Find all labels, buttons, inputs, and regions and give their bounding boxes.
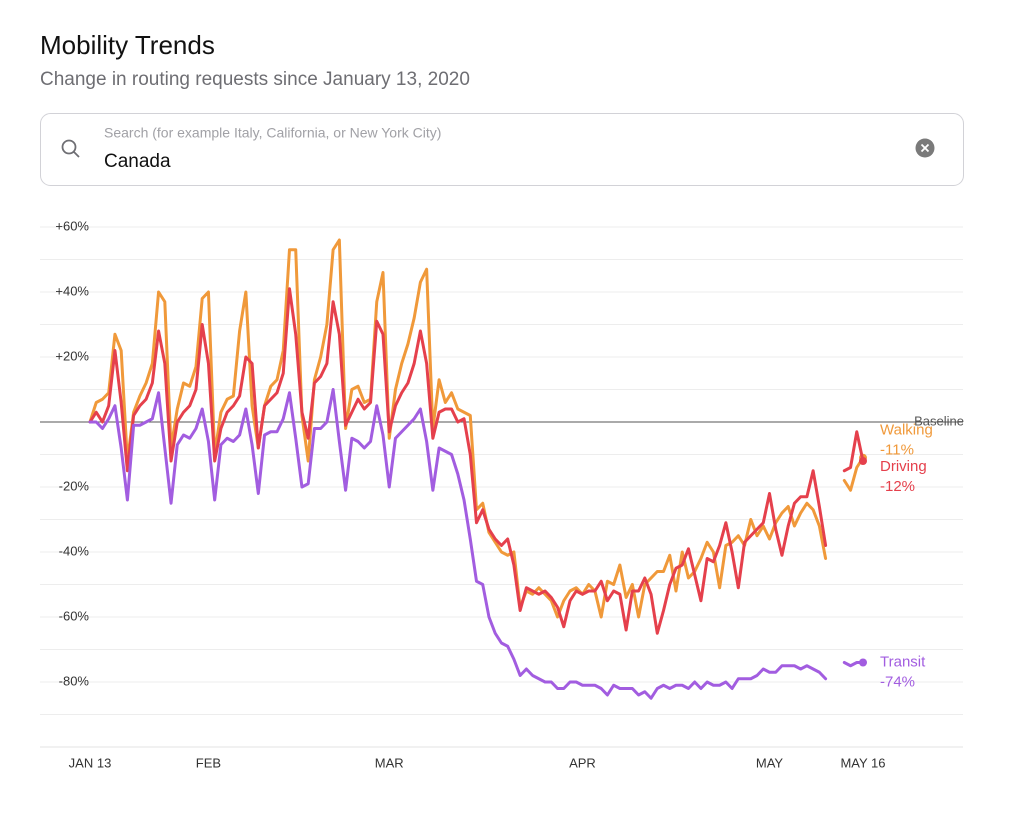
series-end-label: -12% xyxy=(880,478,915,495)
series-end-label: -74% xyxy=(880,673,915,690)
series-name: Transit xyxy=(880,653,926,670)
x-tick-label: MAY xyxy=(756,755,784,770)
y-tick-label: -80% xyxy=(59,673,90,688)
y-tick-label: -60% xyxy=(59,608,90,623)
x-tick-label: MAR xyxy=(375,755,404,770)
x-tick-label: JAN 13 xyxy=(69,755,112,770)
baseline-label: Baseline xyxy=(914,413,964,428)
end-dot xyxy=(859,457,867,465)
y-tick-label: +60% xyxy=(55,218,89,233)
y-tick-label: +20% xyxy=(55,348,89,363)
series-line xyxy=(88,388,865,700)
y-tick-label: -40% xyxy=(59,543,90,558)
x-tick-label: APR xyxy=(569,755,596,770)
page-title: Mobility Trends xyxy=(40,30,215,60)
x-tick-label: FEB xyxy=(196,755,221,770)
search-icon xyxy=(61,139,80,158)
end-dot xyxy=(859,658,867,667)
chart: +60% +40% +20% -20% -40% -60% -80% Baseline JAN … xyxy=(40,218,964,770)
page-subtitle: Change in routing requests since January… xyxy=(40,69,470,90)
search-box[interactable] xyxy=(40,113,964,186)
series-end-label: -11% xyxy=(880,442,914,459)
y-tick-label: -20% xyxy=(59,478,90,493)
series-name: Walking xyxy=(880,422,933,439)
series-name: Driving xyxy=(880,458,927,475)
clear-button[interactable] xyxy=(915,138,935,158)
x-tick-label: MAY 16 xyxy=(840,755,885,770)
series-line xyxy=(88,287,865,635)
search-value[interactable]: Canada xyxy=(104,151,171,172)
search-placeholder: Search (for example Italy, California, o… xyxy=(104,125,441,141)
y-tick-label: +40% xyxy=(55,283,89,298)
